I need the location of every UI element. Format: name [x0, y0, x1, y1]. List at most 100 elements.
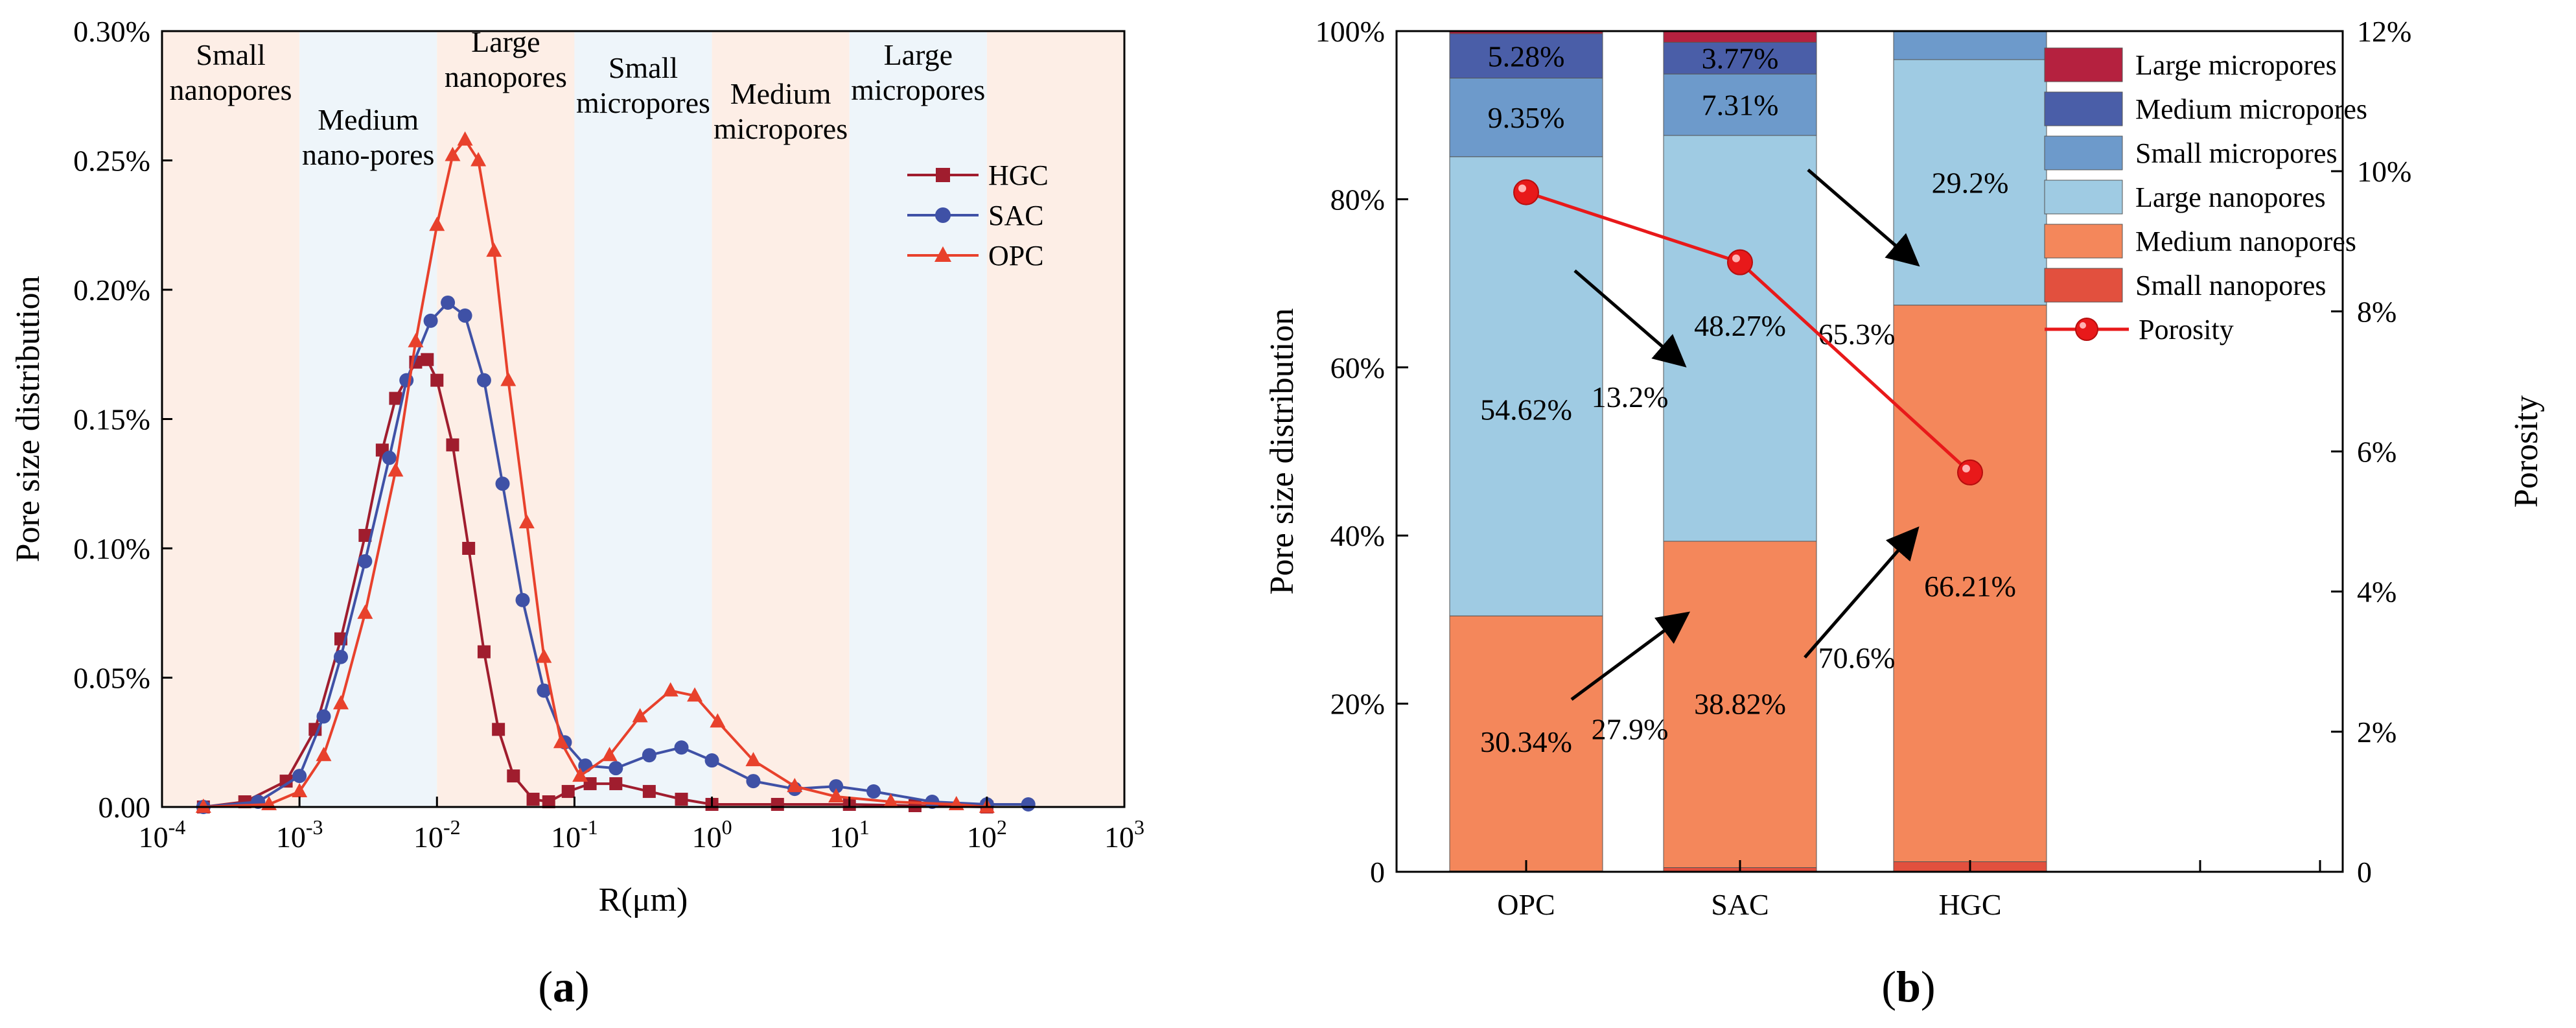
bar-value-label: 29.2% — [1932, 166, 2009, 199]
bar-value-label: 9.35% — [1488, 101, 1565, 134]
pore-region-label: Medium — [318, 103, 419, 136]
change-label: 70.6% — [1818, 641, 1896, 674]
data-point — [632, 708, 648, 723]
y-tick-label: 0 — [1370, 856, 1385, 889]
bar-value-label: 66.21% — [1924, 570, 2016, 603]
x-tick-exponent: -4 — [168, 815, 186, 839]
bar-segment — [1663, 30, 1817, 43]
y-tick-label: 0.00 — [99, 791, 151, 824]
data-point — [771, 798, 784, 812]
legend-marker — [2075, 318, 2098, 341]
legend-swatch — [2044, 268, 2123, 303]
change-arrow — [1573, 269, 1687, 368]
data-point — [609, 761, 623, 776]
category-ticks: OPC SAC HGC — [1497, 860, 2321, 921]
panel-a-caption-letter: a — [553, 962, 575, 1011]
data-point — [515, 592, 530, 607]
bar-segment — [1663, 541, 1817, 869]
data-point — [675, 793, 688, 806]
bar-segment — [1449, 78, 1603, 158]
data-point — [829, 779, 844, 794]
legend-label: OPC — [988, 240, 1044, 272]
y-tick-label: 40% — [1330, 519, 1385, 552]
data-point — [292, 769, 307, 784]
bar-segment — [1449, 156, 1603, 616]
pore-region-band — [712, 31, 850, 807]
pore-region-label: Small — [609, 51, 678, 84]
y2-tick-label: 6% — [2357, 436, 2396, 469]
x-tick-label: 10-1 — [551, 815, 598, 854]
x-tick-exponent: 0 — [722, 815, 732, 839]
data-point — [687, 687, 703, 702]
x-tick-exponent: -3 — [306, 815, 323, 839]
x-tick-exponent: -1 — [581, 815, 598, 839]
curve-line-hgc — [203, 358, 987, 808]
panel-b-y-axis-title: Pore size distribution — [1264, 309, 1301, 595]
legend-swatch — [2044, 180, 2123, 215]
pore-region-label: micropores — [576, 86, 710, 119]
legend-marker — [935, 207, 951, 223]
pore-region-labels: SmallnanoporesMediumnano-poresLargenanop… — [170, 25, 986, 171]
y-tick-label: 80% — [1330, 183, 1385, 216]
data-point — [542, 795, 555, 809]
legend-swatch — [2044, 47, 2123, 82]
x-axis-ticks: 10-4 10-3 10-2 10-1 100 101 102 103 — [139, 797, 1144, 854]
y-tick-label: 60% — [1330, 351, 1385, 384]
curve-line-sac — [203, 301, 1028, 808]
data-point — [316, 747, 332, 762]
y2-tick-label: 12% — [2357, 15, 2411, 48]
data-point — [642, 748, 656, 763]
panel-b-right-y-axis-title: Porosity — [2508, 395, 2545, 508]
category-label: SAC — [1711, 888, 1769, 921]
data-point — [476, 373, 491, 388]
bar-value-label: 48.27% — [1694, 309, 1786, 342]
legend-label: Small micropores — [2135, 137, 2338, 169]
pore-region-band — [986, 31, 1124, 807]
data-point — [470, 152, 487, 167]
bar-value-label: 5.28% — [1488, 40, 1565, 73]
bar-segment — [1663, 73, 1817, 136]
data-point — [561, 785, 575, 799]
panel-b-legend: Large micropores Medium micropores Small m… — [2044, 47, 2367, 345]
data-point — [553, 734, 569, 749]
data-point — [536, 648, 552, 663]
x-tick-label: 102 — [967, 815, 1007, 854]
legend-label: Large nanopores — [2135, 181, 2326, 213]
category-label: HGC — [1938, 888, 2001, 921]
data-point — [446, 438, 459, 452]
data-point — [883, 793, 899, 808]
x-tick-label: 10-4 — [139, 815, 186, 854]
bar-value-label: 38.82% — [1694, 688, 1786, 721]
data-point — [746, 774, 761, 789]
panel-a-pore-size-distribution-chart: SmallnanoporesMediumnano-poresLargenanop… — [10, 15, 1144, 1011]
y2-tick-label: 10% — [2357, 155, 2411, 188]
pore-region-label: nanopores — [170, 73, 292, 106]
legend-marker-highlight — [2080, 322, 2086, 329]
data-point — [389, 391, 402, 405]
data-point — [445, 146, 461, 161]
pore-region-label: Small — [196, 38, 265, 71]
data-point — [292, 783, 308, 798]
data-point — [357, 604, 373, 619]
legend-label: SAC — [988, 200, 1044, 231]
legend-swatch — [2044, 91, 2123, 126]
data-point — [500, 371, 516, 386]
data-point — [1021, 797, 1036, 812]
right-y-axis-ticks: 0 2% 4% 6% 8% 10% 12% — [2331, 15, 2411, 889]
x-tick-exponent: 2 — [997, 815, 1007, 839]
legend-label: Small nanopores — [2135, 270, 2327, 301]
y-tick-label: 0.30% — [73, 15, 150, 48]
bar-segment — [1449, 33, 1603, 79]
x-tick-base: 10 — [830, 821, 859, 854]
data-point — [866, 784, 881, 799]
data-point — [572, 767, 588, 782]
x-tick-label: 10-2 — [413, 815, 461, 854]
legend-swatch — [2044, 224, 2123, 259]
pore-region-label: micropores — [851, 73, 985, 106]
change-arrow — [1807, 169, 1920, 267]
data-point — [458, 308, 472, 323]
data-point — [334, 649, 349, 664]
pore-region-label: nano-pores — [302, 138, 434, 171]
data-point — [279, 775, 293, 788]
